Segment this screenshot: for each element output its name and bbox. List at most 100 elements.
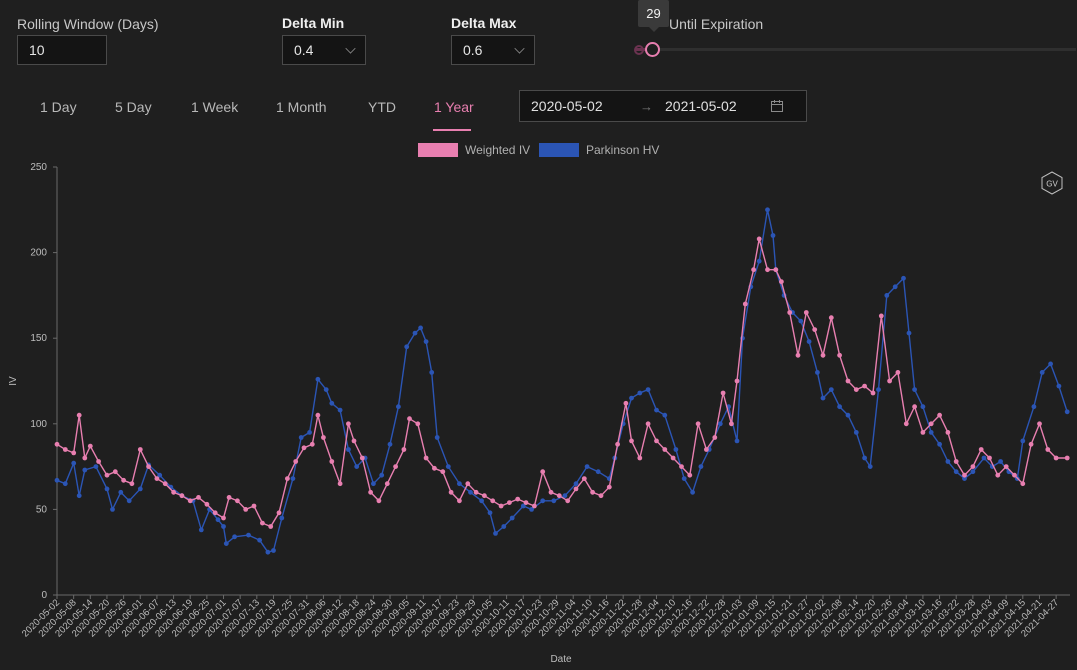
data-point[interactable] — [243, 507, 249, 512]
data-point[interactable] — [1039, 370, 1045, 375]
data-point[interactable] — [770, 233, 776, 238]
data-point[interactable] — [329, 400, 335, 406]
data-point[interactable] — [884, 293, 890, 298]
data-point[interactable] — [937, 412, 942, 418]
data-point[interactable] — [551, 498, 557, 504]
data-point[interactable] — [493, 531, 498, 536]
data-point[interactable] — [260, 520, 265, 526]
data-point[interactable] — [595, 469, 601, 475]
tab-1-month[interactable]: 1 Month — [276, 99, 327, 115]
data-point[interactable] — [329, 459, 335, 464]
data-point[interactable] — [315, 376, 321, 382]
data-point[interactable] — [137, 447, 143, 452]
data-point[interactable] — [440, 469, 446, 475]
data-point[interactable] — [662, 447, 668, 452]
data-point[interactable] — [1064, 455, 1070, 461]
data-point[interactable] — [62, 447, 68, 452]
data-point[interactable] — [473, 489, 479, 495]
data-point[interactable] — [82, 467, 88, 473]
data-point[interactable] — [695, 421, 701, 427]
data-point[interactable] — [742, 301, 748, 307]
data-point[interactable] — [803, 310, 809, 315]
data-point[interactable] — [429, 370, 435, 375]
data-point[interactable] — [465, 481, 471, 487]
legend-swatch-parkinson-hv[interactable] — [539, 143, 579, 157]
data-point[interactable] — [315, 412, 321, 418]
data-point[interactable] — [998, 459, 1003, 464]
data-point[interactable] — [654, 438, 659, 444]
data-point[interactable] — [912, 387, 917, 392]
data-point[interactable] — [523, 500, 529, 505]
dte-slider-track[interactable] — [636, 48, 1076, 51]
data-point[interactable] — [71, 460, 77, 466]
data-point[interactable] — [379, 472, 385, 478]
data-point[interactable] — [717, 421, 723, 427]
data-point[interactable] — [779, 279, 784, 285]
data-point[interactable] — [351, 438, 357, 444]
data-point[interactable] — [928, 430, 934, 435]
data-point[interactable] — [690, 489, 695, 495]
data-point[interactable] — [756, 258, 762, 264]
legend-label-weighted-iv[interactable]: Weighted IV — [465, 143, 531, 157]
calendar-icon[interactable] — [770, 99, 784, 113]
data-point[interactable] — [221, 515, 226, 521]
data-point[interactable] — [271, 548, 276, 553]
data-point[interactable] — [892, 284, 898, 290]
data-point[interactable] — [118, 489, 124, 495]
data-point[interactable] — [423, 339, 429, 344]
data-point[interactable] — [812, 327, 818, 332]
delta-max-select[interactable]: 0.6 — [451, 35, 535, 65]
data-point[interactable] — [573, 486, 579, 492]
data-point[interactable] — [720, 390, 726, 396]
data-point[interactable] — [323, 387, 329, 392]
data-point[interactable] — [62, 481, 68, 487]
data-point[interactable] — [654, 407, 659, 413]
legend-label-parkinson-hv[interactable]: Parkinson HV — [586, 143, 660, 157]
data-point[interactable] — [137, 486, 143, 492]
data-point[interactable] — [1031, 404, 1037, 410]
data-point[interactable] — [121, 477, 126, 483]
data-point[interactable] — [226, 495, 232, 500]
data-point[interactable] — [615, 441, 620, 447]
data-point[interactable] — [970, 469, 976, 475]
data-point[interactable] — [412, 330, 418, 336]
data-point[interactable] — [54, 441, 60, 447]
data-point[interactable] — [87, 443, 93, 449]
data-point[interactable] — [359, 455, 365, 461]
data-point[interactable] — [870, 390, 876, 396]
data-point[interactable] — [307, 430, 312, 435]
data-point[interactable] — [887, 378, 892, 384]
data-point[interactable] — [232, 534, 238, 540]
tab-1-day[interactable]: 1 Day — [40, 99, 77, 115]
data-point[interactable] — [581, 476, 587, 481]
data-point[interactable] — [1053, 455, 1059, 461]
data-point[interactable] — [853, 430, 859, 435]
data-point[interactable] — [867, 464, 873, 469]
data-point[interactable] — [1056, 383, 1062, 389]
data-point[interactable] — [837, 404, 842, 410]
data-point[interactable] — [529, 507, 534, 512]
data-point[interactable] — [285, 476, 290, 481]
data-point[interactable] — [645, 421, 651, 427]
data-point[interactable] — [418, 325, 423, 331]
data-point[interactable] — [401, 447, 407, 452]
data-point[interactable] — [387, 441, 393, 447]
data-point[interactable] — [368, 489, 373, 495]
data-point[interactable] — [309, 441, 315, 447]
data-point[interactable] — [540, 498, 546, 504]
data-point[interactable] — [787, 310, 793, 315]
data-point[interactable] — [662, 412, 668, 418]
data-point[interactable] — [573, 481, 579, 487]
delta-min-select[interactable]: 0.4 — [282, 35, 366, 65]
data-point[interactable] — [820, 352, 826, 358]
data-point[interactable] — [912, 404, 917, 410]
data-point[interactable] — [293, 459, 299, 464]
data-point[interactable] — [196, 495, 201, 500]
data-point[interactable] — [773, 267, 779, 273]
data-point[interactable] — [112, 469, 118, 475]
data-point[interactable] — [734, 438, 740, 444]
data-point[interactable] — [590, 489, 595, 495]
data-point[interactable] — [679, 464, 684, 469]
data-point[interactable] — [970, 464, 976, 469]
data-point[interactable] — [501, 524, 507, 529]
